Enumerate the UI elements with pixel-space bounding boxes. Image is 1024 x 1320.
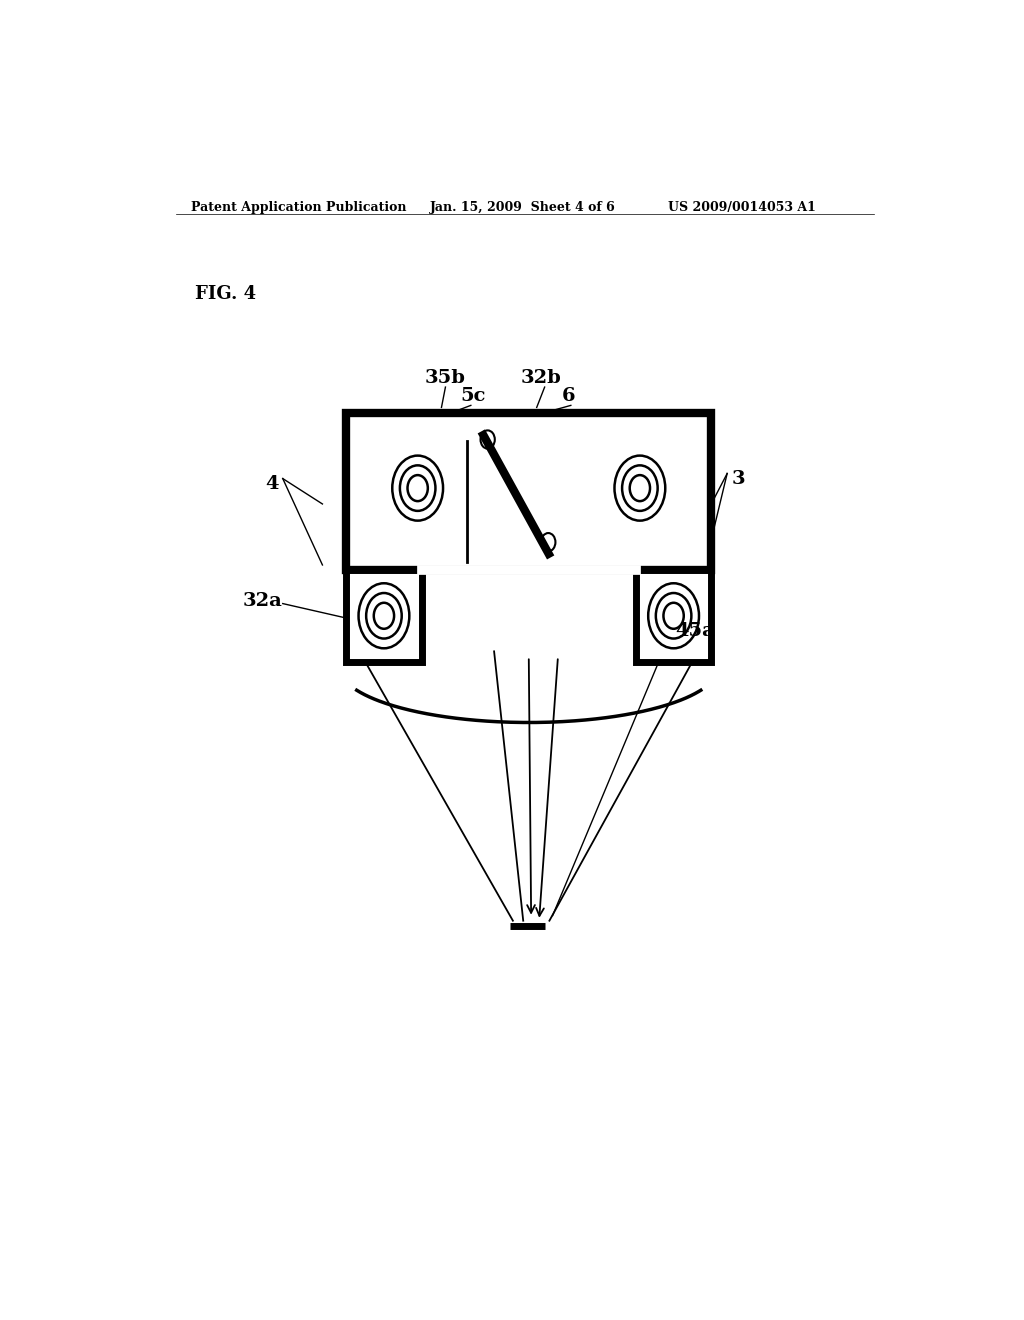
Text: 32a: 32a [243, 591, 283, 610]
Text: 6: 6 [561, 387, 575, 405]
Text: 4: 4 [265, 475, 279, 492]
Text: 35b: 35b [425, 370, 466, 387]
Text: FIG. 4: FIG. 4 [196, 285, 257, 304]
Bar [346, 570, 422, 661]
Text: 3: 3 [731, 470, 744, 487]
Text: Patent Application Publication: Patent Application Publication [191, 201, 407, 214]
Text: 5c: 5c [461, 387, 486, 405]
Bar [636, 570, 712, 661]
Text: 45a: 45a [676, 622, 716, 640]
Text: US 2009/0014053 A1: US 2009/0014053 A1 [668, 201, 815, 214]
Bar [346, 413, 712, 570]
Text: Jan. 15, 2009  Sheet 4 of 6: Jan. 15, 2009 Sheet 4 of 6 [430, 201, 615, 214]
Text: 32b: 32b [520, 370, 561, 387]
